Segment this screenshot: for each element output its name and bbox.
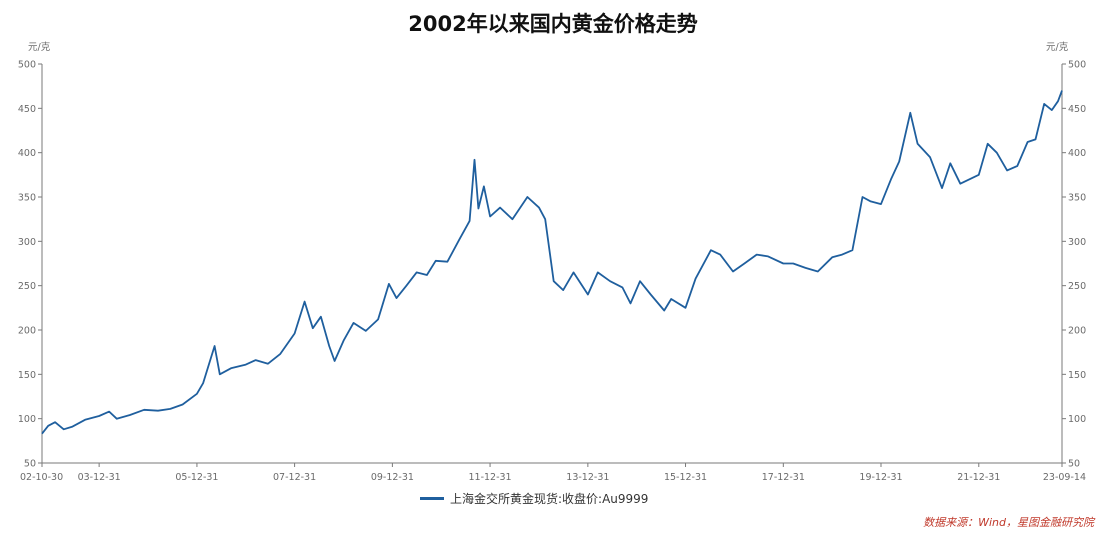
x-tick-label: 23-09-14: [1043, 472, 1086, 483]
y-unit-left: 元/克: [28, 42, 51, 53]
x-tick-label: 03-12-31: [78, 472, 121, 483]
legend-swatch: [420, 497, 444, 500]
tick-labels: 50 50 100 100 150 150 200 200 250 250 300 300 350 350…: [18, 60, 1086, 484]
y-tick-label-left: 400: [18, 148, 36, 159]
x-tick-label: 05-12-31: [175, 472, 218, 483]
x-tick-label: 02-10-30: [20, 472, 63, 483]
y-tick-label-right: 400: [1068, 148, 1086, 159]
x-tick-label: 11-12-31: [468, 472, 511, 483]
y-tick-label-left: 50: [24, 459, 36, 470]
y-tick-label-left: 200: [18, 326, 36, 337]
y-tick-label-right: 500: [1068, 60, 1086, 71]
y-tick-label-left: 350: [18, 193, 36, 204]
y-tick-label-left: 100: [18, 414, 36, 425]
chart-title: 2002年以来国内黄金价格走势: [408, 12, 698, 36]
y-tick-label-left: 500: [18, 60, 36, 71]
y-tick-label-left: 150: [18, 370, 36, 381]
y-tick-label-left: 450: [18, 104, 36, 115]
source-note: 数据来源：Wind，星图金融研究院: [923, 516, 1094, 529]
legend-label: 上海金交所黄金现货:收盘价:Au9999: [450, 492, 649, 506]
series-line-au9999: [41, 90, 1063, 435]
x-tick-label: 17-12-31: [762, 472, 805, 483]
y-tick-label-right: 150: [1068, 370, 1086, 381]
y-tick-label-right: 450: [1068, 104, 1086, 115]
y-tick-label-right: 350: [1068, 193, 1086, 204]
x-tick-label: 09-12-31: [371, 472, 414, 483]
y-tick-label-left: 250: [18, 281, 36, 292]
x-tick-label: 19-12-31: [859, 472, 902, 483]
x-tick-label: 21-12-31: [957, 472, 1000, 483]
axes: [38, 63, 1066, 467]
y-unit-right: 元/克: [1046, 42, 1069, 53]
legend: 上海金交所黄金现货:收盘价:Au9999: [420, 490, 648, 507]
y-tick-label-right: 100: [1068, 414, 1086, 425]
y-tick-label-right: 300: [1068, 237, 1086, 248]
y-tick-label-left: 300: [18, 237, 36, 248]
series-lines: [41, 90, 1063, 435]
y-tick-label-right: 200: [1068, 326, 1086, 337]
x-tick-label: 15-12-31: [664, 472, 707, 483]
y-tick-label-right: 50: [1068, 459, 1080, 470]
x-tick-label: 13-12-31: [566, 472, 609, 483]
x-tick-label: 07-12-31: [273, 472, 316, 483]
y-tick-label-right: 250: [1068, 281, 1086, 292]
